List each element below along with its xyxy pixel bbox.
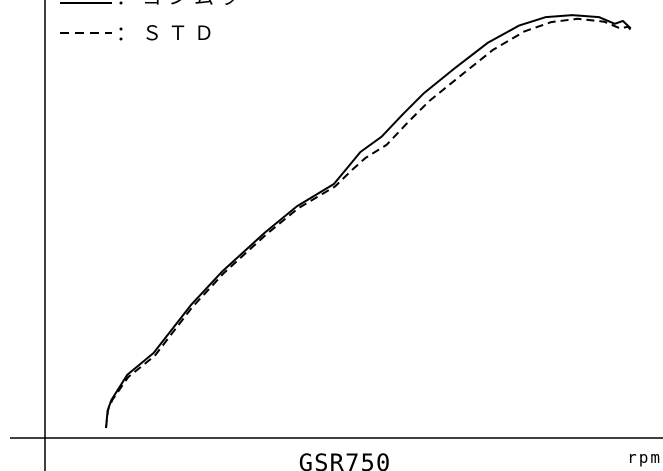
axes bbox=[10, 0, 663, 471]
legend: ：ヨシムラ ：ＳＴＤ bbox=[60, 0, 245, 45]
series-line-std bbox=[105, 17, 635, 429]
legend-label-dashed: ：ＳＴＤ bbox=[116, 21, 220, 45]
x-axis-unit: rpm bbox=[627, 448, 662, 467]
x-axis-label: GSR750 bbox=[299, 449, 392, 471]
series-line-yoshimura bbox=[105, 14, 632, 429]
legend-item-dashed: ：ＳＴＤ bbox=[60, 21, 220, 45]
legend-label-solid: ：ヨシムラ bbox=[116, 0, 245, 9]
series-layer bbox=[105, 14, 635, 429]
legend-item-solid: ：ヨシムラ bbox=[60, 0, 245, 9]
